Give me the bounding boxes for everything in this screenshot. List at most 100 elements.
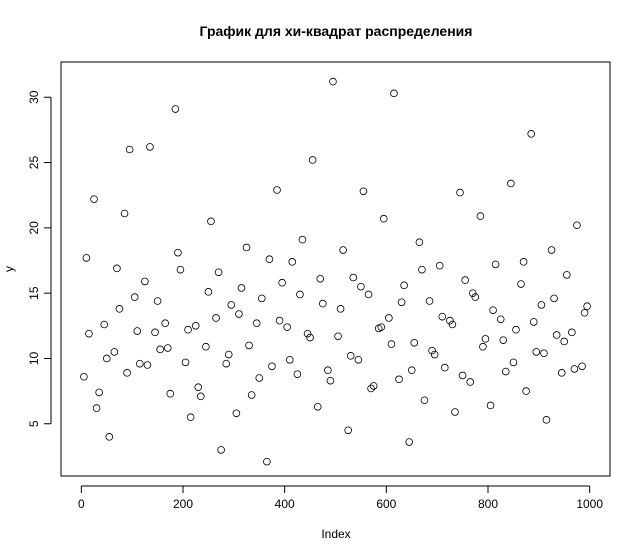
data-point <box>570 365 579 373</box>
data-point <box>105 433 114 441</box>
data-point <box>82 254 91 262</box>
data-point <box>252 319 261 328</box>
data-point <box>507 179 515 188</box>
data-point <box>207 217 215 226</box>
data-point <box>92 404 101 412</box>
data-point <box>283 323 292 331</box>
data-point <box>235 310 243 318</box>
x-tick-label: 200 <box>173 497 193 511</box>
data-point <box>562 271 571 279</box>
data-point <box>415 238 424 247</box>
data-point <box>395 375 403 384</box>
data-point <box>491 260 500 269</box>
data-point <box>153 297 162 305</box>
data-point <box>298 235 307 244</box>
data-point <box>418 265 426 274</box>
data-point <box>346 352 355 360</box>
data-point <box>519 258 528 266</box>
data-point <box>171 105 180 113</box>
x-axis: 0 200 400 600 800 1000 <box>78 485 603 511</box>
data-point <box>275 316 284 325</box>
data-point <box>334 332 342 341</box>
data-point <box>146 143 154 151</box>
data-point <box>580 308 589 317</box>
data-point <box>113 264 121 273</box>
data-point <box>438 312 447 321</box>
data-point <box>517 280 525 288</box>
data-point <box>143 361 152 369</box>
data-point <box>120 209 129 218</box>
data-point <box>308 156 317 164</box>
data-point <box>184 325 192 334</box>
data-point <box>174 248 182 257</box>
data-point <box>349 273 358 282</box>
data-point <box>354 355 363 364</box>
data-point <box>181 358 190 367</box>
data-point <box>509 358 518 367</box>
data-point <box>344 426 353 435</box>
data-point <box>90 195 98 203</box>
data-point <box>440 363 449 372</box>
y-axis: 5 10 15 20 25 30 <box>27 90 52 427</box>
data-point <box>451 408 459 416</box>
data-point <box>141 277 149 286</box>
data-point <box>123 369 131 377</box>
data-point <box>296 290 304 299</box>
data-point <box>456 188 464 197</box>
data-point <box>379 214 388 223</box>
data-point <box>329 77 337 86</box>
data-point <box>466 378 475 386</box>
data-point <box>446 316 454 325</box>
data-point <box>400 281 408 290</box>
data-point <box>578 362 586 371</box>
data-point <box>214 268 223 277</box>
data-point <box>369 382 378 390</box>
data-point <box>557 369 566 377</box>
y-tick-label: 5 <box>27 420 41 427</box>
data-point <box>247 391 256 399</box>
data-point <box>245 341 253 350</box>
data-point <box>125 145 134 154</box>
data-point <box>532 348 541 356</box>
data-point <box>540 349 548 358</box>
data-point <box>204 288 213 296</box>
data-point <box>486 401 495 410</box>
data-point <box>428 346 436 355</box>
data-point <box>115 305 124 313</box>
data-point <box>130 293 139 301</box>
data-point <box>232 409 241 418</box>
data-point <box>166 389 175 398</box>
x-tick-label: 1000 <box>576 497 603 511</box>
data-point <box>102 354 111 363</box>
data-point <box>224 350 233 359</box>
data-point <box>191 322 200 330</box>
data-point <box>135 359 144 368</box>
data-point <box>202 342 210 351</box>
y-tick-label: 30 <box>27 90 41 104</box>
data-point <box>377 323 386 331</box>
data-point <box>512 325 520 334</box>
data-point <box>257 294 266 303</box>
data-point <box>501 367 510 376</box>
data-point <box>550 294 558 303</box>
data-point <box>461 276 469 284</box>
data-point <box>364 290 373 299</box>
data-point <box>176 265 185 274</box>
data-point <box>552 331 561 339</box>
data-point <box>476 212 485 220</box>
x-tick-label: 600 <box>376 497 396 511</box>
data-point <box>278 278 286 287</box>
data-point <box>448 320 457 329</box>
data-point <box>336 305 345 313</box>
y-tick-label: 10 <box>27 351 41 365</box>
data-point <box>435 261 444 270</box>
data-point <box>397 298 406 307</box>
data-point <box>529 318 538 326</box>
data-point <box>318 299 327 308</box>
data-point <box>568 328 576 337</box>
data-point <box>522 387 530 395</box>
data-point <box>163 344 172 352</box>
data-point <box>367 384 375 393</box>
data-point <box>80 372 88 381</box>
plot-frame <box>60 61 611 477</box>
